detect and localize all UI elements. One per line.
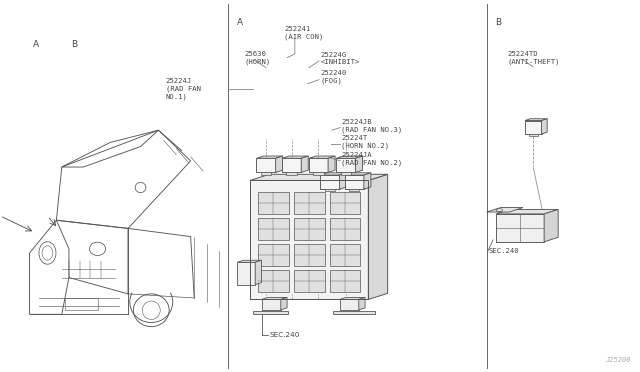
Polygon shape [324, 189, 335, 192]
Polygon shape [340, 299, 359, 310]
Polygon shape [328, 156, 335, 173]
Polygon shape [337, 158, 356, 173]
Polygon shape [525, 121, 541, 134]
Polygon shape [294, 192, 324, 214]
Polygon shape [337, 156, 363, 158]
Polygon shape [330, 192, 360, 214]
Polygon shape [496, 209, 558, 214]
Polygon shape [349, 189, 360, 192]
Polygon shape [359, 298, 365, 310]
Text: 25630
(HORN): 25630 (HORN) [244, 51, 271, 65]
Polygon shape [330, 244, 360, 266]
Polygon shape [258, 192, 289, 214]
Polygon shape [294, 270, 324, 292]
Text: 25224G
<INHIBIT>: 25224G <INHIBIT> [321, 52, 360, 65]
Polygon shape [250, 180, 369, 299]
Polygon shape [309, 158, 328, 173]
Polygon shape [309, 156, 335, 158]
Polygon shape [237, 262, 255, 285]
Text: A: A [33, 40, 39, 49]
Polygon shape [282, 158, 301, 173]
Text: 25224T
(HORN NO.2): 25224T (HORN NO.2) [342, 135, 390, 150]
Polygon shape [294, 218, 324, 240]
Polygon shape [260, 173, 271, 175]
Text: 25224JB
(RAD FAN NO.3): 25224JB (RAD FAN NO.3) [342, 119, 403, 134]
Text: 25224TD
(ANTI-THEFT): 25224TD (ANTI-THEFT) [508, 51, 560, 65]
Polygon shape [330, 218, 360, 240]
Polygon shape [262, 299, 281, 310]
Text: 25224J
(RAD FAN
NO.1): 25224J (RAD FAN NO.1) [166, 78, 201, 100]
Polygon shape [330, 270, 360, 292]
Polygon shape [340, 173, 347, 189]
Polygon shape [258, 218, 289, 240]
Polygon shape [541, 119, 547, 134]
Text: 252240
(FOG): 252240 (FOG) [321, 70, 347, 84]
Polygon shape [257, 156, 283, 158]
Polygon shape [257, 158, 276, 173]
Polygon shape [276, 156, 283, 173]
Polygon shape [250, 174, 388, 180]
Text: 25224JA
(RAD FAN NO.2): 25224JA (RAD FAN NO.2) [342, 152, 403, 166]
Polygon shape [281, 298, 287, 310]
Polygon shape [255, 260, 262, 285]
Polygon shape [340, 298, 365, 299]
Polygon shape [496, 214, 544, 242]
Polygon shape [525, 119, 547, 121]
Polygon shape [529, 134, 538, 136]
Polygon shape [544, 209, 558, 242]
Text: B: B [495, 18, 501, 27]
Bar [253, 311, 289, 314]
Polygon shape [258, 270, 289, 292]
Polygon shape [286, 173, 297, 175]
Polygon shape [313, 173, 324, 175]
Text: 252241
(AIR CON): 252241 (AIR CON) [284, 26, 323, 40]
Polygon shape [237, 260, 262, 262]
Polygon shape [369, 174, 388, 299]
Text: B: B [71, 40, 77, 49]
Polygon shape [321, 175, 340, 189]
Bar [333, 311, 375, 314]
Text: SEC.240: SEC.240 [488, 248, 519, 254]
Text: SEC.240: SEC.240 [269, 332, 300, 338]
Polygon shape [345, 175, 364, 189]
Polygon shape [258, 244, 289, 266]
Polygon shape [262, 298, 287, 299]
Text: J25200: J25200 [605, 357, 630, 363]
Polygon shape [486, 208, 523, 212]
Polygon shape [321, 173, 347, 175]
Polygon shape [345, 173, 371, 175]
Polygon shape [294, 244, 324, 266]
Polygon shape [282, 156, 308, 158]
Polygon shape [301, 156, 308, 173]
Polygon shape [356, 156, 363, 173]
Bar [65, 298, 97, 310]
Polygon shape [340, 173, 351, 175]
Text: A: A [237, 18, 243, 27]
Polygon shape [364, 173, 371, 189]
